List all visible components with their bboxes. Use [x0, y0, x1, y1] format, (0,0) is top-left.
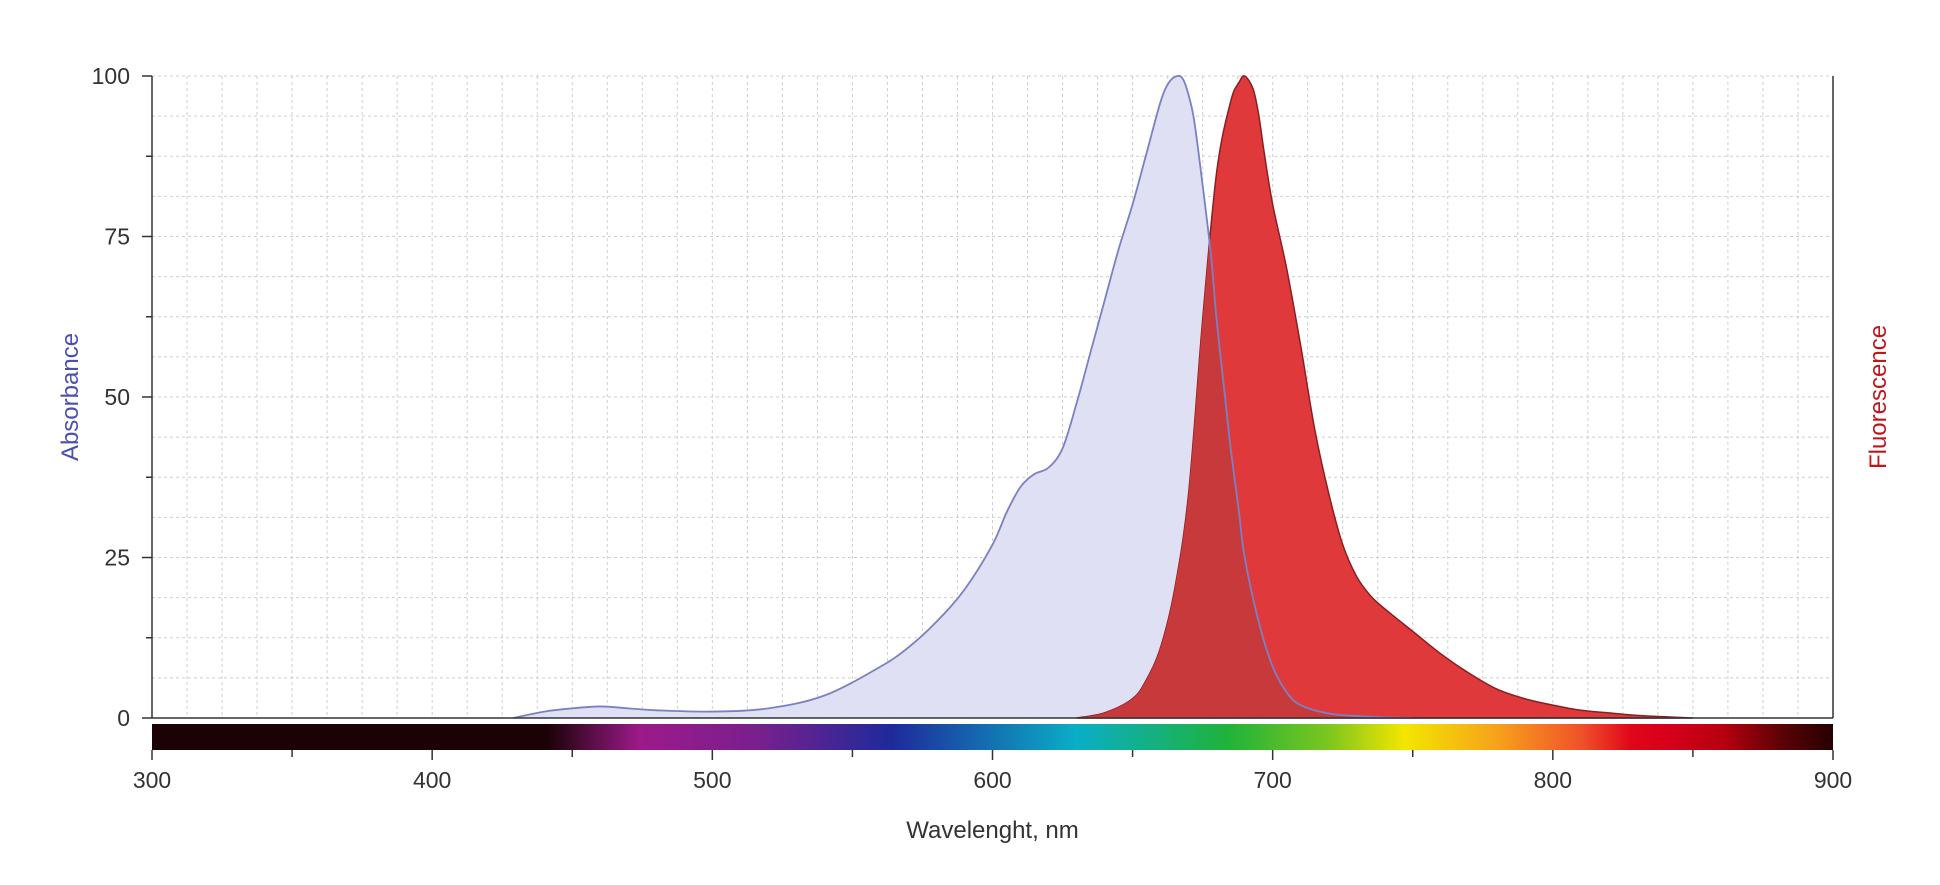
y-tick-label: 0 [117, 705, 130, 731]
x-tick-label: 300 [133, 767, 171, 793]
x-tick-label: 400 [413, 767, 451, 793]
y-axis-title-absorbance: Absorbance [57, 333, 84, 461]
y-tick-label: 25 [104, 545, 130, 571]
y2-axis-title-fluorescence: Fluorescence [1865, 325, 1892, 469]
x-tick-label: 500 [693, 767, 731, 793]
x-axis-title: Wavelenght, nm [906, 817, 1079, 844]
x-tick-label: 900 [1814, 767, 1852, 793]
y-tick-label: 100 [92, 63, 130, 89]
x-axis-ticks: 300 400 500 600 700 800 900 [133, 750, 1852, 793]
y-axis-ticks: 0 25 50 75 100 [92, 63, 152, 731]
absorbance-line [513, 74, 1413, 719]
visible-spectrum-bar [152, 724, 1833, 750]
x-tick-label: 800 [1534, 767, 1572, 793]
x-tick-label: 700 [1253, 767, 1291, 793]
x-tick-label: 600 [973, 767, 1011, 793]
y-tick-label: 75 [104, 224, 130, 250]
y-tick-label: 50 [104, 384, 130, 410]
